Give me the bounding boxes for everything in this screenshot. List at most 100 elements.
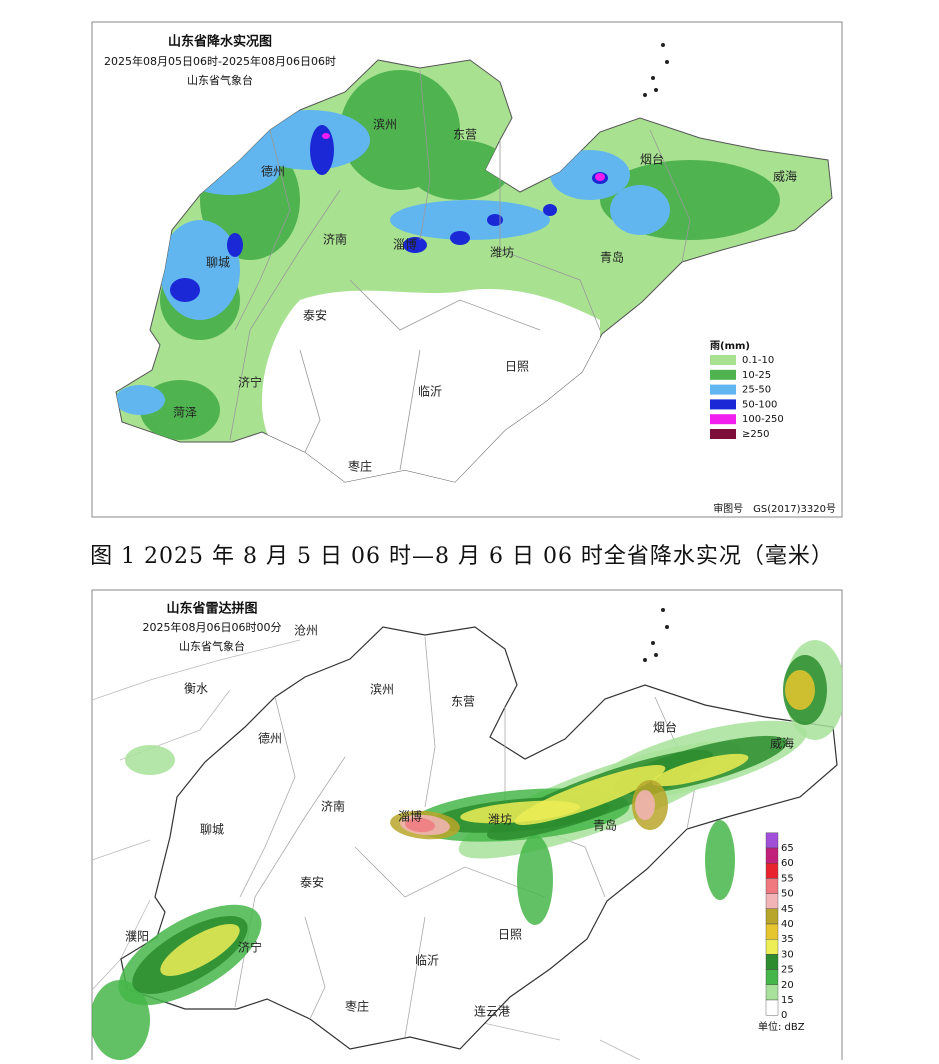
city-label: 威海 xyxy=(773,169,797,184)
city-label: 枣庄 xyxy=(348,459,372,474)
city-label: 衡水 xyxy=(184,682,208,696)
city-label: 泰安 xyxy=(303,308,327,323)
legend-swatch xyxy=(710,384,736,395)
city-label: 聊城 xyxy=(206,256,230,270)
echo xyxy=(705,820,735,900)
city-label: 菏泽 xyxy=(173,406,197,420)
boundary-group xyxy=(239,696,296,898)
colorbar-tick-label: 35 xyxy=(781,934,794,945)
boundary xyxy=(649,129,691,263)
rain-area xyxy=(403,237,427,253)
boundary xyxy=(404,916,426,1038)
echo xyxy=(651,753,749,787)
colorbar-swatch xyxy=(765,999,779,1016)
rain-area xyxy=(550,150,630,200)
colorbar-swatch xyxy=(765,893,779,909)
city-label: 淄博 xyxy=(393,237,417,252)
rain-area xyxy=(170,278,200,302)
legend-label: 0.1-10 xyxy=(742,355,774,366)
legend-swatch xyxy=(710,369,736,380)
city-label: 青岛 xyxy=(593,818,617,833)
island xyxy=(651,76,655,80)
colorbar-tick-label: 20 xyxy=(781,980,794,991)
colorbar-tick-label: 65 xyxy=(781,843,794,854)
city-label: 潍坊 xyxy=(488,812,512,827)
colorbar-tick-label: 15 xyxy=(781,995,794,1006)
city-label: 济宁 xyxy=(238,375,262,390)
echo xyxy=(405,817,435,833)
city-label: 德州 xyxy=(258,731,282,746)
radar-map xyxy=(92,608,842,1060)
colorbar-tick-label: 30 xyxy=(781,949,794,960)
colorbar-swatch xyxy=(765,863,779,879)
boundary xyxy=(424,636,436,808)
city-label: 东营 xyxy=(451,695,475,709)
island xyxy=(643,658,647,662)
boundary xyxy=(234,129,291,331)
legend-label: 50-100 xyxy=(742,399,777,410)
boundary xyxy=(349,279,541,331)
boundary xyxy=(239,696,296,898)
boundary xyxy=(419,69,431,241)
map-issuer: 山东省气象台 xyxy=(179,639,245,653)
island xyxy=(643,93,647,97)
rain-area xyxy=(610,185,670,235)
rain-area xyxy=(410,140,510,200)
map-title: 山东省雷达拼图 xyxy=(166,601,257,617)
outer-boundary xyxy=(92,639,301,701)
city-label: 枣庄 xyxy=(345,999,369,1014)
rain-area xyxy=(227,233,243,257)
rain-area xyxy=(310,125,334,175)
echo xyxy=(125,745,175,775)
rain-area xyxy=(450,231,470,245)
rain-area xyxy=(487,214,503,226)
island xyxy=(665,60,669,64)
echo xyxy=(160,924,240,976)
map-issuer: 山东省气象台 xyxy=(187,73,253,87)
island xyxy=(661,43,665,47)
city-label: 日照 xyxy=(498,928,522,942)
colorbar-tick-label: 0 xyxy=(781,1010,787,1021)
city-label: 聊城 xyxy=(200,823,224,837)
figure-caption: 图 1 2025 年 8 月 5 日 06 时—8 月 6 日 06 时全省降水… xyxy=(90,544,834,569)
city-label: 滨州 xyxy=(373,117,397,132)
rain-area xyxy=(116,385,165,415)
colorbar-tick-label: 40 xyxy=(781,919,794,930)
rain-area xyxy=(390,200,550,240)
city-label: 威海 xyxy=(770,736,794,751)
approval-number: 审图号 GS(2017)3320号 xyxy=(713,502,836,515)
city-label: 沧州 xyxy=(294,623,318,638)
colorbar-swatch xyxy=(765,954,779,970)
city-label: 滨州 xyxy=(370,682,394,697)
boundary xyxy=(299,349,321,453)
boundary-group xyxy=(424,636,436,808)
map-subtitle: 2025年08月06日06时00分 xyxy=(143,620,282,634)
city-label: 青岛 xyxy=(600,250,624,265)
legend-label: 25-50 xyxy=(742,385,771,396)
colorbar-swatch xyxy=(765,878,779,894)
city-label: 泰安 xyxy=(300,875,324,890)
city-label: 临沂 xyxy=(415,954,439,968)
city-label: 德州 xyxy=(261,164,285,179)
city-label: 临沂 xyxy=(418,385,442,399)
boundary xyxy=(499,140,601,331)
rain-area xyxy=(543,204,557,216)
boundary xyxy=(229,189,341,441)
city-label: 潍坊 xyxy=(490,245,514,260)
echo xyxy=(517,835,553,925)
map-title: 山东省降水实况图 xyxy=(168,34,272,50)
colorbar-tick-label: 45 xyxy=(781,904,794,915)
legend-swatch xyxy=(710,429,736,439)
island xyxy=(661,608,665,612)
city-label: 日照 xyxy=(505,360,529,374)
colorbar-swatch xyxy=(765,969,779,985)
boundary-group xyxy=(404,916,426,1038)
outer-boundary xyxy=(92,899,151,991)
outer-boundary xyxy=(599,1039,641,1060)
colorbar-swatch xyxy=(765,984,779,1001)
colorbar-tick-label: 55 xyxy=(781,873,794,884)
rain-areas xyxy=(116,70,780,482)
island xyxy=(651,641,655,645)
city-label: 济南 xyxy=(323,232,347,247)
precipitation-map xyxy=(115,43,833,483)
